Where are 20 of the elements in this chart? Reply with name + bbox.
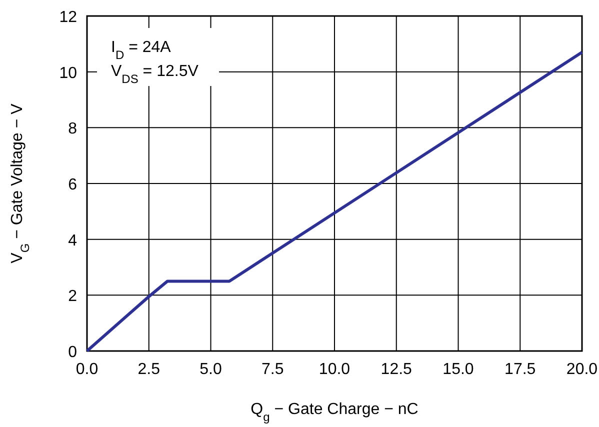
x-tick-label: 0.0: [76, 361, 98, 378]
y-tick-label: 10: [59, 64, 78, 82]
x-tick-label: 15.0: [442, 361, 474, 378]
x-tick-label: 7.5: [262, 361, 284, 378]
x-tick-label: 17.5: [504, 361, 536, 378]
x-tick-label: 12.5: [380, 361, 412, 378]
y-tick-label: 8: [68, 120, 78, 138]
y-tick-label: 2: [68, 288, 78, 306]
x-tick-label: 20.0: [566, 361, 598, 378]
y-tick-label: 6: [68, 176, 78, 194]
line-series: [86, 50, 584, 352]
annotation: I$_{D}$ = 24A: [111, 39, 172, 62]
x-tick-label: 10.0: [318, 361, 350, 378]
x-tick-label: 5.0: [200, 361, 222, 378]
x-axis-title: Q$_{g}$ − Gate Charge − nC: [250, 401, 418, 424]
y-tick-label: 0: [68, 344, 78, 361]
y-tick-label: 12: [59, 9, 78, 26]
y-tick-label: 4: [68, 232, 78, 250]
x-tick-label: 2.5: [138, 361, 160, 378]
annotation: V$_{DS}$ = 12.5V: [111, 63, 199, 86]
